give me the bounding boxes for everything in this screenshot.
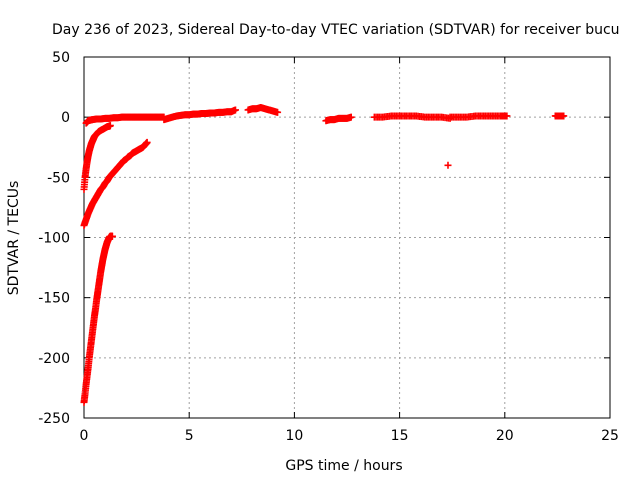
arc-5-point [231, 106, 239, 114]
arc-1-point [108, 232, 116, 240]
plot-frame [83, 56, 611, 419]
arc-7-point [347, 113, 355, 121]
axis-ticks: 0 5 10 15 20 25 -250 -200 -150 -100 -50 0 50 [38, 50, 619, 444]
x-tick-label: 5 [185, 428, 194, 444]
arc-9-point [503, 112, 511, 120]
arc-2-point [143, 138, 151, 146]
y-axis-label: SDTVAR / TECUs [6, 181, 22, 296]
grid [84, 57, 610, 418]
x-tick-label: 25 [601, 428, 619, 444]
x-tick-label: 0 [80, 428, 89, 444]
arc-3-point [106, 122, 114, 130]
y-tick-label: -250 [38, 411, 70, 427]
y-tick-label: 50 [52, 50, 70, 66]
chart-title: Day 236 of 2023, Sidereal Day-to-day VTE… [52, 22, 620, 38]
x-tick-label: 15 [391, 428, 409, 444]
y-tick-label: -200 [38, 351, 70, 367]
y-tick-label: 0 [61, 110, 70, 126]
data-points [80, 104, 568, 406]
outlier-point [444, 161, 452, 169]
x-axis-label: GPS time / hours [285, 458, 402, 474]
y-tick-label: -50 [47, 170, 70, 186]
y-tick-label: -100 [38, 231, 70, 247]
arc-10-point [560, 112, 568, 120]
arc-6-point [274, 108, 282, 116]
y-tick-label: -150 [38, 291, 70, 307]
x-tick-label: 10 [285, 428, 303, 444]
x-tick-label: 20 [496, 428, 514, 444]
